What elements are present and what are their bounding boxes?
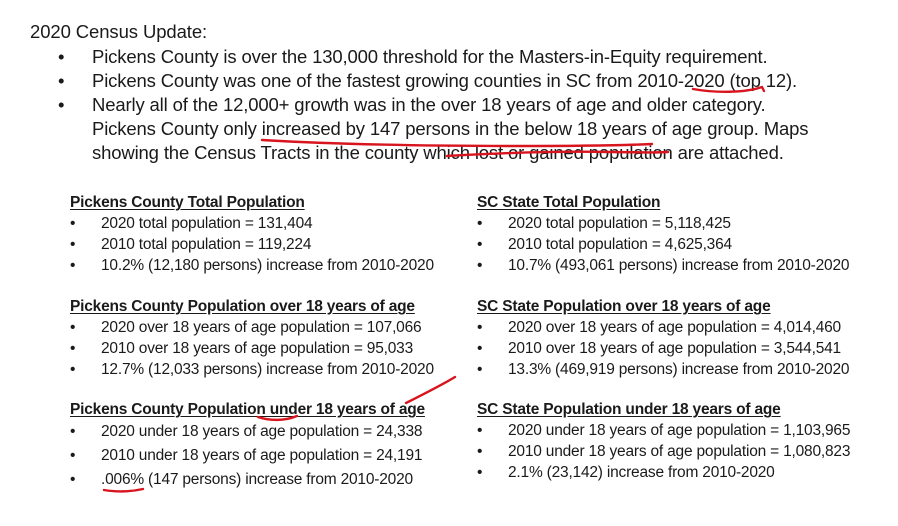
stat-item: • 13.3% (469,919 persons) increase from 2…: [477, 359, 898, 380]
stat-text: 10.7% (493,061 persons) increase from 20…: [508, 257, 850, 274]
bullet-glyph: •: [70, 471, 76, 488]
stat-text: 2020 total population = 131,404: [101, 215, 313, 232]
section-title: SC State Population over 18 years of age: [477, 298, 771, 315]
stat-item: • 2010 over 18 years of age population = …: [70, 338, 500, 359]
section-title: SC State Population under 18 years of ag…: [477, 401, 781, 418]
bullet-glyph: •: [70, 236, 76, 253]
summary-bullet-text: Pickens County was one of the fastest gr…: [92, 70, 798, 91]
stat-item: • 2020 total population = 5,118,425: [477, 213, 898, 234]
section-title: Pickens County Population under 18 years…: [70, 401, 425, 418]
stat-text: 2010 under 18 years of age population = …: [508, 443, 851, 460]
sc-over18-section: SC State Population over 18 years of age…: [477, 297, 898, 380]
summary-bullet: • Pickens County was one of the fastest g…: [58, 69, 818, 93]
stat-text: 12.7% (12,033 persons) increase from 201…: [101, 361, 434, 378]
bullet-glyph: •: [70, 215, 76, 232]
bullet-glyph: •: [58, 46, 65, 67]
bullet-glyph: •: [70, 361, 76, 378]
section-title: Pickens County Total Population: [70, 194, 305, 211]
section-title: SC State Total Population: [477, 194, 661, 211]
bullet-glyph: •: [70, 340, 76, 357]
pickens-total-section: Pickens County Total Population • 2020 to…: [70, 193, 500, 276]
pickens-under18-section: Pickens County Population under 18 years…: [70, 400, 500, 492]
stat-list: • 2020 under 18 years of age population =…: [70, 420, 500, 492]
summary-bullet: • Pickens County is over the 130,000 thre…: [58, 45, 818, 69]
stat-item: • 2010 total population = 119,224: [70, 234, 500, 255]
bullet-glyph: •: [70, 447, 76, 464]
stat-list: • 2020 total population = 5,118,425 • 2010…: [477, 213, 898, 276]
stat-item: • 2.1% (23,142) increase from 2010-2020: [477, 462, 898, 483]
stat-text: 2010 total population = 119,224: [101, 236, 312, 253]
bullet-glyph: •: [477, 340, 483, 357]
stat-text: 2020 under 18 years of age population = …: [508, 422, 851, 439]
stat-text: 2020 under 18 years of age population = …: [101, 423, 423, 440]
stat-text: 2020 total population = 5,118,425: [508, 215, 731, 232]
stat-text: 2010 total population = 4,625,364: [508, 236, 732, 253]
stat-text: 13.3% (469,919 persons) increase from 20…: [508, 361, 850, 378]
stat-text: 2.1% (23,142) increase from 2010-2020: [508, 464, 775, 481]
bullet-glyph: •: [58, 94, 65, 115]
stat-item: • 10.2% (12,180 persons) increase from 20…: [70, 255, 500, 276]
sc-under18-section: SC State Population under 18 years of ag…: [477, 400, 898, 483]
stat-item: • 2020 over 18 years of age population = …: [70, 317, 500, 338]
stat-item: • 2020 over 18 years of age population = …: [477, 317, 898, 338]
stat-list: • 2020 over 18 years of age population = …: [477, 317, 898, 380]
stat-item: • 2020 total population = 131,404: [70, 213, 500, 234]
summary-bullet: • Nearly all of the 12,000+ growth was in…: [58, 93, 818, 165]
stat-item: • 10.7% (493,061 persons) increase from 2…: [477, 255, 898, 276]
stat-item: • 2020 under 18 years of age population =…: [477, 420, 898, 441]
stat-text: 2010 under 18 years of age population = …: [101, 447, 423, 464]
summary-bullet-text: Pickens County is over the 130,000 thres…: [92, 46, 768, 67]
bullet-glyph: •: [477, 319, 483, 336]
stat-item: • 2010 over 18 years of age population = …: [477, 338, 898, 359]
bullet-glyph: •: [477, 464, 483, 481]
stat-list: • 2020 over 18 years of age population = …: [70, 317, 500, 380]
stat-text: 2020 over 18 years of age population = 1…: [101, 319, 422, 336]
bullet-glyph: •: [477, 236, 483, 253]
census-heading: 2020 Census Update:: [30, 21, 208, 42]
bullet-glyph: •: [477, 215, 483, 232]
stat-item: • 2010 under 18 years of age population =…: [70, 444, 500, 468]
summary-bullet-list: • Pickens County is over the 130,000 thre…: [58, 45, 818, 165]
stat-item: • 12.7% (12,033 persons) increase from 20…: [70, 359, 500, 380]
bullet-glyph: •: [70, 319, 76, 336]
stat-item: • 2020 under 18 years of age population =…: [70, 420, 500, 444]
bullet-glyph: •: [477, 361, 483, 378]
stat-list: • 2020 total population = 131,404 • 2010 t…: [70, 213, 500, 276]
stat-item: • 2010 under 18 years of age population =…: [477, 441, 898, 462]
sc-total-section: SC State Total Population • 2020 total po…: [477, 193, 898, 276]
section-title: Pickens County Population over 18 years …: [70, 298, 415, 315]
bullet-glyph: •: [70, 423, 76, 440]
stat-text: .006% (147 persons) increase from 2010-2…: [101, 471, 413, 488]
bullet-glyph: •: [58, 70, 65, 91]
bullet-glyph: •: [477, 443, 483, 460]
stat-text: 10.2% (12,180 persons) increase from 201…: [101, 257, 434, 274]
stat-text: 2010 over 18 years of age population = 9…: [101, 340, 414, 357]
pickens-over18-section: Pickens County Population over 18 years …: [70, 297, 500, 380]
bullet-glyph: •: [477, 257, 483, 274]
stat-list: • 2020 under 18 years of age population =…: [477, 420, 898, 483]
stat-text: 2010 over 18 years of age population = 3…: [508, 340, 841, 357]
stat-item: • 2010 total population = 4,625,364: [477, 234, 898, 255]
stat-item: • .006% (147 persons) increase from 2010-…: [70, 468, 500, 492]
summary-bullet-text: Nearly all of the 12,000+ growth was in …: [92, 94, 809, 163]
bullet-glyph: •: [70, 257, 76, 274]
bullet-glyph: •: [477, 422, 483, 439]
stat-text: 2020 over 18 years of age population = 4…: [508, 319, 841, 336]
